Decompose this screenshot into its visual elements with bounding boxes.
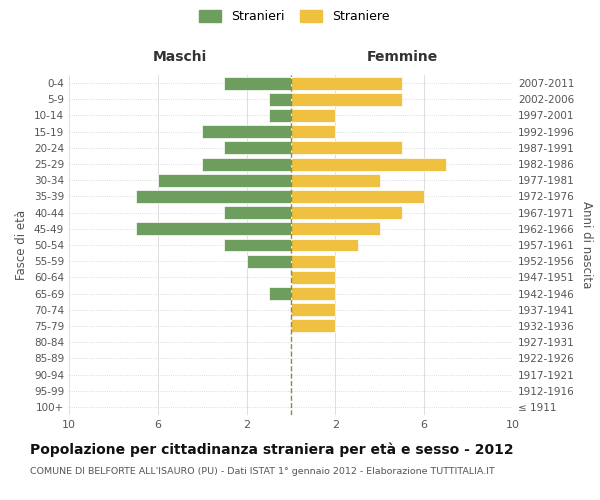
Bar — [291, 76, 402, 90]
Bar — [291, 206, 402, 219]
Bar — [291, 190, 424, 203]
Bar — [291, 93, 402, 106]
Text: Femmine: Femmine — [367, 50, 437, 64]
Bar — [158, 174, 291, 186]
Bar — [291, 287, 335, 300]
Bar — [269, 287, 291, 300]
Bar — [291, 174, 380, 186]
Bar — [202, 158, 291, 170]
Bar — [291, 320, 335, 332]
Legend: Stranieri, Straniere: Stranieri, Straniere — [195, 6, 393, 27]
Bar — [136, 190, 291, 203]
Text: Popolazione per cittadinanza straniera per età e sesso - 2012: Popolazione per cittadinanza straniera p… — [30, 442, 514, 457]
Bar — [291, 254, 335, 268]
Text: COMUNE DI BELFORTE ALL'ISAURO (PU) - Dati ISTAT 1° gennaio 2012 - Elaborazione T: COMUNE DI BELFORTE ALL'ISAURO (PU) - Dat… — [30, 468, 495, 476]
Bar — [224, 238, 291, 252]
Bar — [291, 271, 335, 284]
Bar — [291, 142, 402, 154]
Bar — [202, 125, 291, 138]
Bar — [269, 93, 291, 106]
Text: Maschi: Maschi — [153, 50, 207, 64]
Bar — [224, 142, 291, 154]
Bar — [291, 109, 335, 122]
Bar — [224, 206, 291, 219]
Bar — [136, 222, 291, 235]
Bar — [224, 76, 291, 90]
Bar — [291, 304, 335, 316]
Y-axis label: Fasce di età: Fasce di età — [16, 210, 28, 280]
Bar — [291, 222, 380, 235]
Bar — [247, 254, 291, 268]
Bar — [269, 109, 291, 122]
Y-axis label: Anni di nascita: Anni di nascita — [580, 202, 593, 288]
Bar — [291, 125, 335, 138]
Bar — [291, 238, 358, 252]
Bar — [291, 158, 446, 170]
